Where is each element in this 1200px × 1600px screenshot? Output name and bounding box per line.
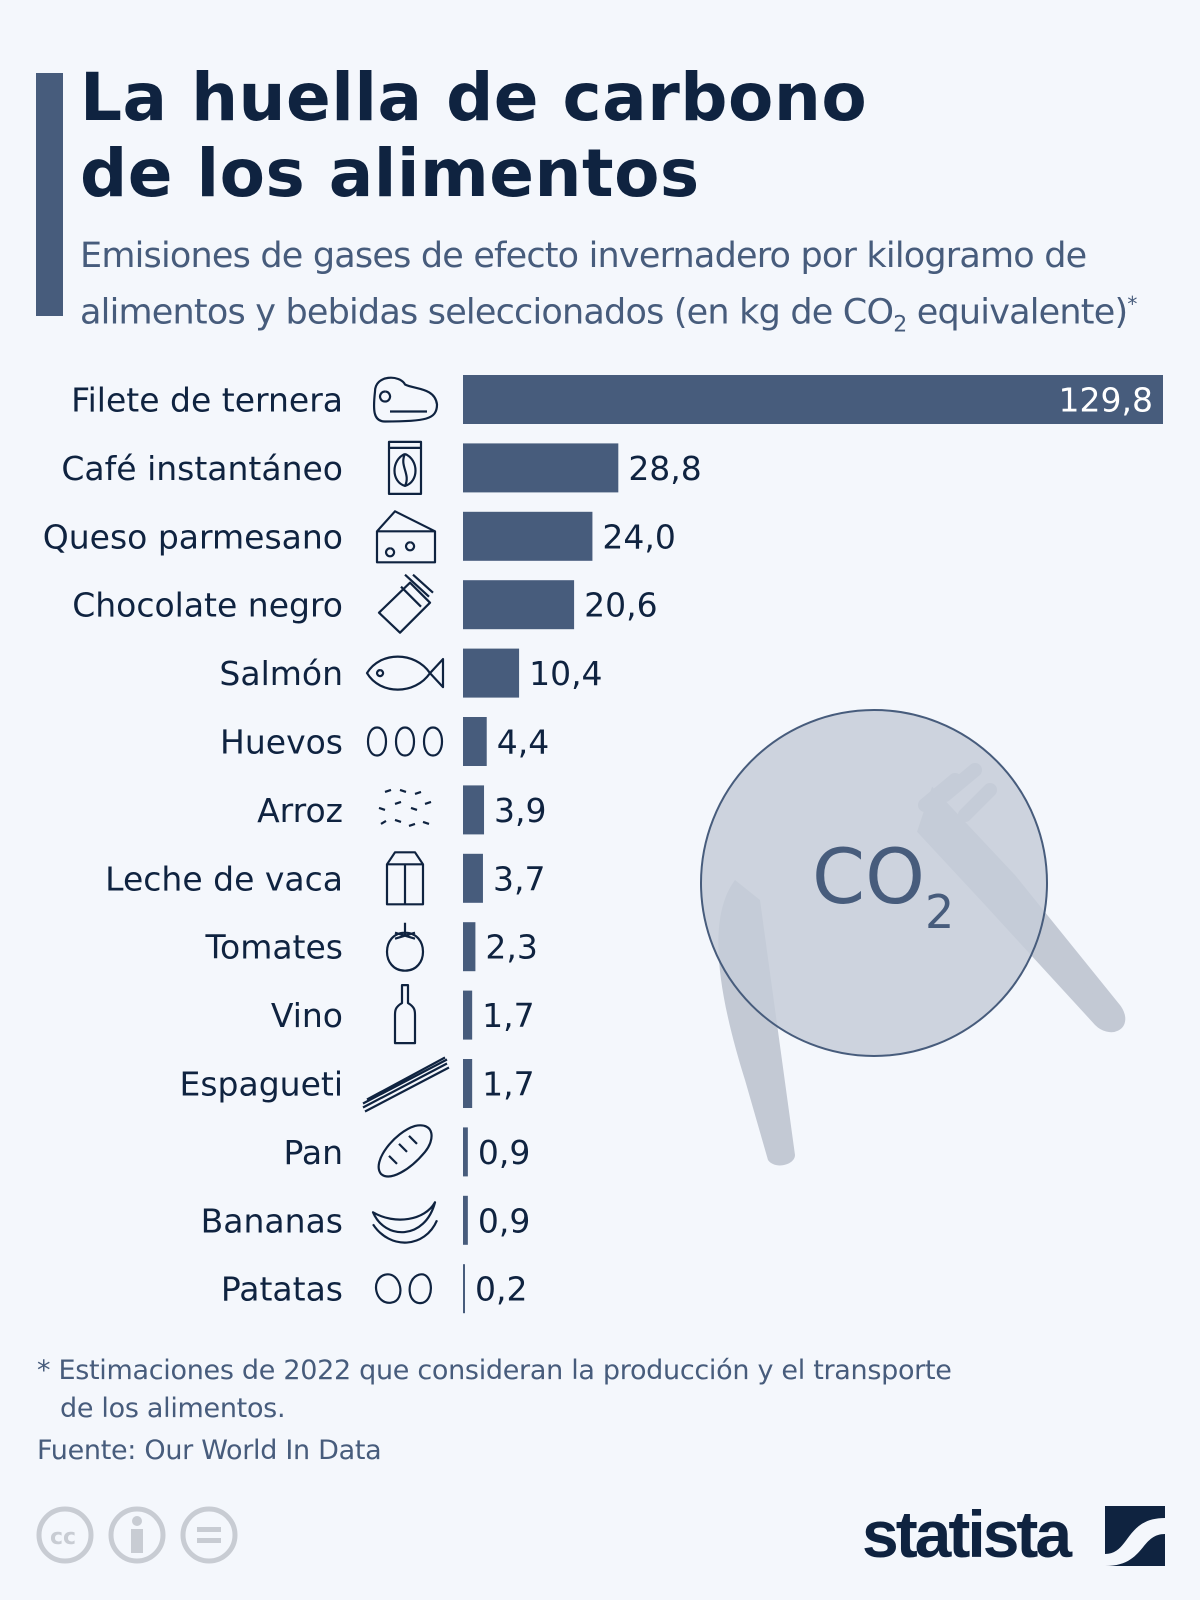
- value-label: 129,8: [1059, 381, 1153, 420]
- bar: [463, 785, 485, 835]
- bar: [463, 1059, 473, 1108]
- category-label: Leche de vaca: [105, 859, 343, 898]
- bar: [463, 990, 473, 1040]
- bananas-icon: [371, 1201, 439, 1244]
- value-label: 3,7: [493, 859, 545, 898]
- footnote-line-1: * Estimaciones de 2022 que consideran la…: [37, 1355, 952, 1386]
- statista-logo[interactable]: statista: [862, 1496, 1072, 1572]
- attribution-icon[interactable]: [108, 1506, 166, 1564]
- bread-icon: [377, 1124, 433, 1178]
- potatoes-icon: [374, 1273, 432, 1304]
- no-derivatives-icon[interactable]: [180, 1506, 238, 1564]
- bar: [463, 375, 1163, 424]
- source-link[interactable]: Fuente: Our World In Data: [37, 1435, 382, 1466]
- plate-circle: [700, 709, 1048, 1057]
- category-label: Tomates: [204, 928, 343, 967]
- subtitle: Emisiones de gases de efecto invernadero…: [80, 232, 1137, 350]
- category-label: Huevos: [220, 723, 343, 762]
- co2-subscript: 2: [925, 885, 954, 939]
- page-title: La huella de carbono de los alimentos: [80, 60, 867, 212]
- bar: [463, 443, 619, 493]
- fish-icon: [365, 655, 445, 691]
- value-label: 4,4: [497, 723, 549, 762]
- bar: [463, 717, 487, 766]
- statista-logo-icon: [1105, 1506, 1165, 1566]
- tomato-icon: [385, 922, 425, 972]
- category-label: Chocolate negro: [72, 586, 343, 625]
- category-label: Espagueti: [180, 1065, 344, 1104]
- subscript: 2: [893, 312, 907, 338]
- category-label: Salmón: [219, 654, 343, 693]
- brand-text: statista: [862, 1497, 1072, 1571]
- bar: [463, 1127, 468, 1177]
- chocolate-icon: [377, 573, 434, 634]
- value-label: 2,3: [485, 928, 537, 967]
- value-label: 1,7: [482, 1065, 534, 1104]
- rice-icon: [378, 788, 432, 827]
- subtitle-text-end: equivalente): [906, 292, 1128, 333]
- bar: [463, 580, 575, 630]
- title-line-2: de los alimentos: [80, 135, 700, 212]
- bar: [463, 648, 520, 698]
- category-label: Queso parmesano: [43, 517, 343, 556]
- license-icons: cc: [36, 1506, 238, 1564]
- category-label: Filete de ternera: [71, 381, 343, 420]
- co2-label: CO: [812, 832, 925, 921]
- value-label: 20,6: [584, 586, 657, 625]
- svg-text:cc: cc: [50, 1525, 76, 1550]
- subtitle-text: alimentos y bebidas seleccionados (en kg…: [80, 292, 894, 333]
- bar: [463, 1264, 465, 1314]
- value-label: 10,4: [529, 654, 602, 693]
- cheese-icon: [375, 510, 437, 564]
- value-label: 3,9: [494, 791, 546, 830]
- value-label: 24,0: [602, 517, 675, 556]
- subtitle-line-1: Emisiones de gases de efecto invernadero…: [80, 236, 1087, 276]
- category-label: Vino: [271, 996, 343, 1035]
- spaghetti-icon: [362, 1056, 450, 1113]
- category-label: Bananas: [201, 1201, 343, 1240]
- category-label: Patatas: [221, 1270, 343, 1309]
- cc-icon[interactable]: cc: [36, 1506, 94, 1564]
- bar: [463, 853, 483, 903]
- value-label: 0,2: [475, 1270, 527, 1309]
- footnote-line-2: de los alimentos.: [60, 1393, 286, 1424]
- wine-bottle-icon: [393, 983, 417, 1045]
- steak-icon: [372, 376, 439, 423]
- bar: [463, 1195, 468, 1245]
- category-label: Pan: [283, 1133, 343, 1172]
- value-label: 0,9: [478, 1201, 530, 1240]
- bar: [463, 511, 593, 561]
- milk-carton-icon: [385, 851, 425, 906]
- category-label: Café instantáneo: [61, 449, 343, 488]
- title-accent-bar: [36, 73, 63, 316]
- eggs-icon: [366, 726, 444, 757]
- value-label: 0,9: [478, 1133, 530, 1172]
- category-label: Arroz: [257, 791, 343, 830]
- bar: [463, 922, 476, 972]
- value-label: 28,8: [628, 449, 701, 488]
- subtitle-line-2: alimentos y bebidas seleccionados (en kg…: [80, 280, 1137, 350]
- value-label: 1,7: [482, 996, 534, 1035]
- coffee-bag-icon: [387, 440, 423, 495]
- asterisk: *: [1127, 292, 1137, 316]
- title-line-1: La huella de carbono: [80, 59, 868, 136]
